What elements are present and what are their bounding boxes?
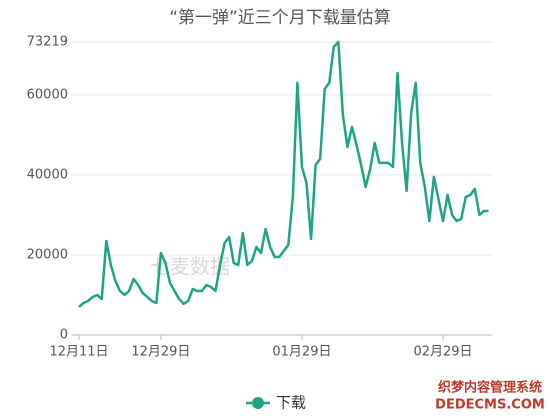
y-tick-label: 0 [60,328,68,343]
legend-label: 下载 [276,394,306,412]
x-tick-label: 12月11日 [49,345,108,360]
x-tick-label: 12月29日 [131,345,190,360]
y-tick-label: 60000 [27,87,68,102]
x-tick-label: 01月29日 [272,345,331,360]
chart-title: “第一弹”近三个月下载量估算 [169,8,391,28]
site-mark: DEDECMS.COM [435,398,545,413]
y-tick-label: 20000 [27,247,68,262]
site-mark: 织梦内容管理系统 [438,380,542,396]
y-tick-label: 40000 [27,167,68,182]
data-line [78,40,489,308]
y-tick-label: 73219 [27,35,68,50]
legend-marker [252,397,264,409]
x-tick-label: 02月29日 [413,345,472,360]
